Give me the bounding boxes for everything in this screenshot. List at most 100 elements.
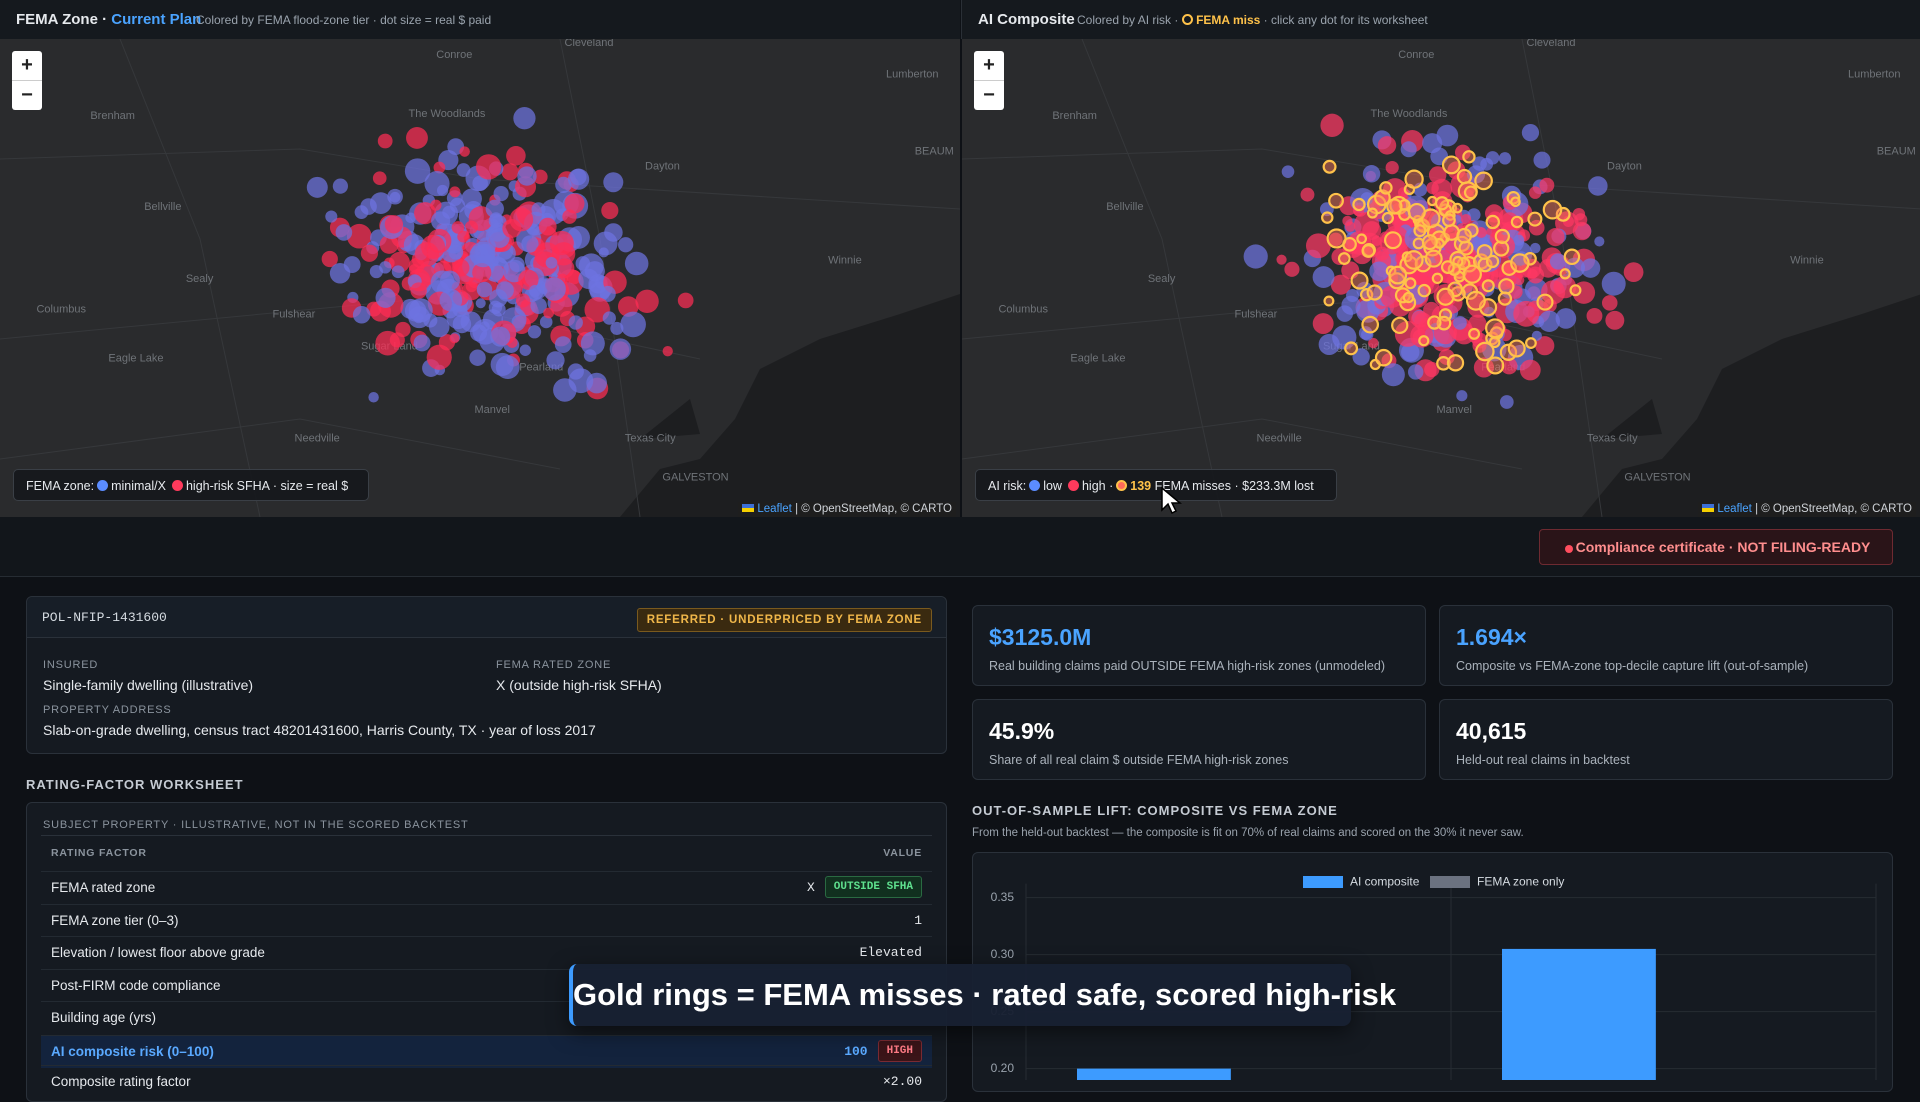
attribution-link[interactable]: Leaflet xyxy=(1717,503,1752,515)
map-dot xyxy=(461,188,482,209)
zoom-in[interactable]: + xyxy=(974,51,1004,81)
map-dot xyxy=(530,297,547,315)
miss-ring xyxy=(1456,168,1473,185)
attribution: Leaflet | © OpenStreetMap, © CARTO xyxy=(738,502,956,517)
zoom-out[interactable]: − xyxy=(12,81,42,110)
legend-note: FEMA misses · $233.3M lost xyxy=(1154,479,1314,493)
map-dot xyxy=(414,202,437,225)
map-dot xyxy=(1411,310,1429,328)
map-dot xyxy=(546,351,565,370)
map-subtitle: Colored by FEMA flood-zone tier · dot si… xyxy=(196,13,492,27)
map-dot xyxy=(1243,244,1268,269)
kpi-value: 1.694× xyxy=(1456,624,1527,650)
map[interactable]: Conroe Cleveland Lumberton Brenham The Woodl… xyxy=(0,39,960,517)
map-dot xyxy=(1377,136,1397,155)
map-dot xyxy=(375,330,401,356)
map-dot xyxy=(539,315,553,329)
map-dot xyxy=(501,163,519,181)
map-dot xyxy=(624,251,649,276)
map-dot xyxy=(1498,152,1512,165)
map-legend: AI risk: low high · 139 FEMA misses · $233.… xyxy=(975,469,1337,501)
map-dot xyxy=(1594,236,1605,247)
map-dot xyxy=(306,176,328,198)
map-dot xyxy=(569,168,587,186)
miss-ring xyxy=(1542,199,1563,220)
miss-ring xyxy=(1493,240,1510,257)
map-dot xyxy=(1385,160,1399,175)
zoom-in[interactable]: + xyxy=(12,51,42,81)
map-dot xyxy=(533,169,548,185)
map-dot xyxy=(662,346,673,357)
miss-ring xyxy=(1536,293,1554,311)
legend-label: AI composite xyxy=(1350,875,1420,889)
place-label: Bellville xyxy=(1106,201,1143,213)
map-dot xyxy=(1588,176,1608,196)
attribution: Leaflet | © OpenStreetMap, © CARTO xyxy=(1698,502,1916,517)
bar xyxy=(1077,1068,1231,1080)
place-label: Dayton xyxy=(1607,160,1642,172)
place-label: Lumberton xyxy=(886,69,939,81)
map-dot xyxy=(413,334,431,352)
map-dot xyxy=(1428,166,1447,184)
map-dot xyxy=(555,176,572,194)
map-dot xyxy=(379,261,392,274)
map-dot xyxy=(389,191,401,203)
rating-factor: AI composite risk (0–100) xyxy=(51,1044,214,1059)
map-dot xyxy=(1513,300,1540,327)
map-dot xyxy=(459,146,470,157)
legend-item: high-risk SFHA xyxy=(185,479,270,493)
map-dot xyxy=(449,186,461,198)
map-dot xyxy=(451,221,465,234)
map-dot xyxy=(513,107,536,130)
miss-ring xyxy=(1463,185,1478,200)
kpi-label: Composite vs FEMA-zone top-decile captur… xyxy=(1456,659,1809,673)
map-dot xyxy=(488,213,504,229)
miss-ring xyxy=(1501,260,1518,276)
miss-ring xyxy=(1525,337,1537,349)
status-dot xyxy=(1564,545,1573,553)
worksheet-card: SUBJECT PROPERTY · ILLUSTRATIVE, NOT IN … xyxy=(26,802,947,1102)
miss-ring xyxy=(1323,295,1335,307)
map-dot xyxy=(414,242,440,267)
place-label: Conroe xyxy=(1398,49,1434,61)
map-dot xyxy=(554,258,575,279)
miss-ring xyxy=(1391,316,1409,334)
miss-ring xyxy=(1326,228,1347,249)
attribution-link[interactable]: Leaflet xyxy=(757,503,792,515)
cursor-arrow xyxy=(1161,486,1182,515)
attribution-text: | © OpenStreetMap, © CARTO xyxy=(1755,503,1912,515)
map-dot xyxy=(580,331,605,356)
road xyxy=(1081,39,1223,517)
kpi-card: 40,615 Held-out real claims in backtest xyxy=(1439,699,1893,780)
zoom-out[interactable]: − xyxy=(974,81,1004,110)
text: · click any dot for its worksheet xyxy=(1263,13,1428,27)
field-label: PROPERTY ADDRESS xyxy=(43,704,172,716)
map-dot xyxy=(369,192,392,214)
map-dot xyxy=(379,234,399,254)
place-label: Columbus xyxy=(36,304,86,316)
miss-ring xyxy=(1559,268,1571,280)
map-dot xyxy=(490,326,511,347)
factor-value: ×2.00 xyxy=(882,1074,922,1089)
map-dot xyxy=(610,321,624,335)
map-dot xyxy=(404,158,431,184)
legend-label: FEMA zone only xyxy=(1477,875,1564,889)
legend-label: AI risk: xyxy=(988,479,1027,493)
map-dot xyxy=(601,202,619,220)
map-dot xyxy=(509,256,525,273)
place-label: Fulshear xyxy=(1234,309,1277,321)
caption: Gold rings = FEMA misses · rated safe, s… xyxy=(569,964,1396,1026)
compliance-badge[interactable]: Compliance certificate · NOT FILING-READ… xyxy=(1539,529,1893,565)
place-label: Manvel xyxy=(1437,404,1472,416)
map-dot xyxy=(449,333,460,344)
map-dot xyxy=(352,306,371,324)
map-dot xyxy=(1312,266,1335,289)
place-label: Winnie xyxy=(1790,255,1824,267)
map-dot xyxy=(609,338,632,360)
map[interactable]: Conroe Cleveland Lumberton Brenham The Woodl… xyxy=(962,39,1920,517)
place-label: GALVESTON xyxy=(1624,471,1690,483)
column-header: RATING FACTOR xyxy=(51,847,147,859)
map-dot xyxy=(354,205,369,220)
miss-ring xyxy=(1404,277,1417,290)
